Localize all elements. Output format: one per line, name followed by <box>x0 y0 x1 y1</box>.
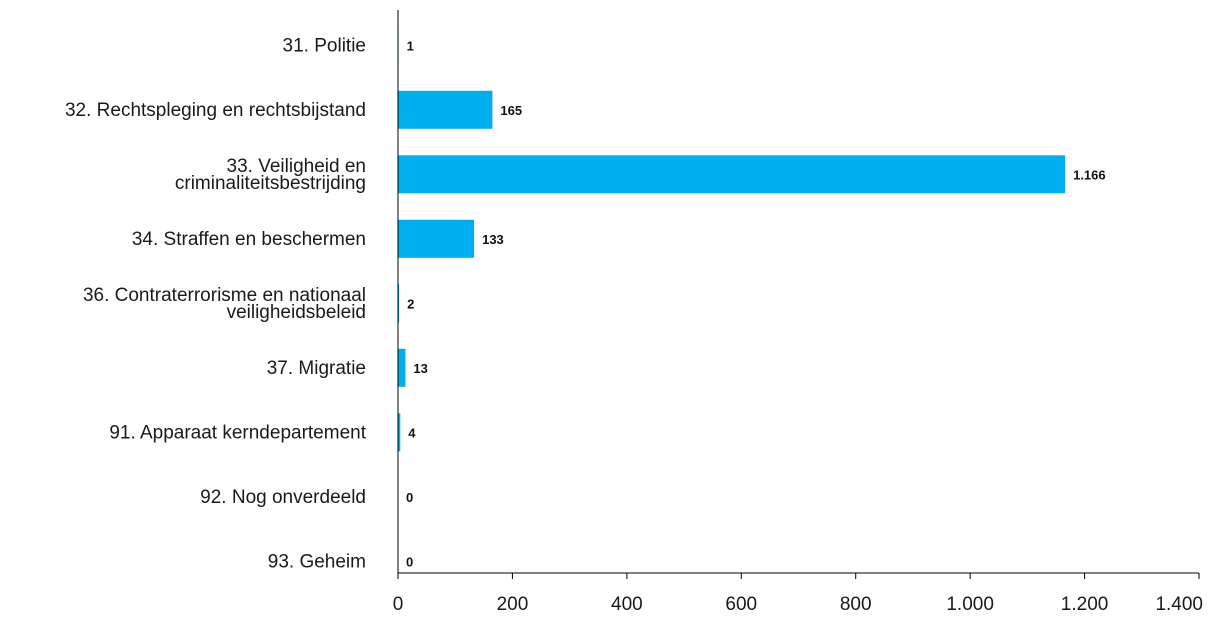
category-labels: 31. Politie 32. Rechtspleging en rechtsbi… <box>65 35 367 572</box>
category-label: 93. Geheim <box>268 551 366 572</box>
x-tick-label: 600 <box>725 594 757 615</box>
x-tick-label: 400 <box>611 594 643 615</box>
category-label: 36. Contraterrorisme en nationaal veiligh… <box>83 285 366 323</box>
bar <box>398 219 475 258</box>
x-tick-label: 1.000 <box>946 594 994 615</box>
category-label: 31. Politie <box>283 35 366 56</box>
category-label: 37. Migratie <box>267 358 366 379</box>
data-label: 1.166 <box>1073 167 1106 182</box>
x-tick-label: 0 <box>393 594 404 615</box>
x-ticks: 0 200 400 600 800 1.000 1.200 1.400 <box>393 573 1203 615</box>
x-tick-label: 1.200 <box>1061 594 1109 615</box>
category-label: 34. Straffen en beschermen <box>132 229 366 250</box>
data-labels: 1 165 1.166 133 2 13 4 0 0 <box>406 38 1106 569</box>
category-label: 33. Veiligheid en criminaliteitsbestrijdi… <box>175 156 366 194</box>
bar <box>398 413 401 452</box>
axes <box>397 10 1199 574</box>
bars-group <box>398 26 1066 452</box>
data-label: 165 <box>500 103 522 118</box>
data-label: 0 <box>406 554 413 569</box>
x-tick-label: 200 <box>497 594 529 615</box>
data-label: 4 <box>408 425 416 440</box>
data-label: 1 <box>407 38 414 53</box>
bar <box>398 155 1066 194</box>
category-label: 91. Apparaat kerndepartement <box>109 422 366 443</box>
bar <box>398 90 493 129</box>
bar <box>398 348 406 387</box>
category-label: 92. Nog onverdeeld <box>200 487 366 508</box>
x-tick-label: 1.400 <box>1155 594 1203 615</box>
x-tick-label: 800 <box>840 594 872 615</box>
data-label: 133 <box>482 232 504 247</box>
category-label: 32. Rechtspleging en rechtsbijstand <box>65 100 366 121</box>
data-label: 0 <box>406 490 413 505</box>
bar <box>398 284 400 323</box>
data-label: 2 <box>407 296 414 311</box>
data-label: 13 <box>413 361 427 376</box>
